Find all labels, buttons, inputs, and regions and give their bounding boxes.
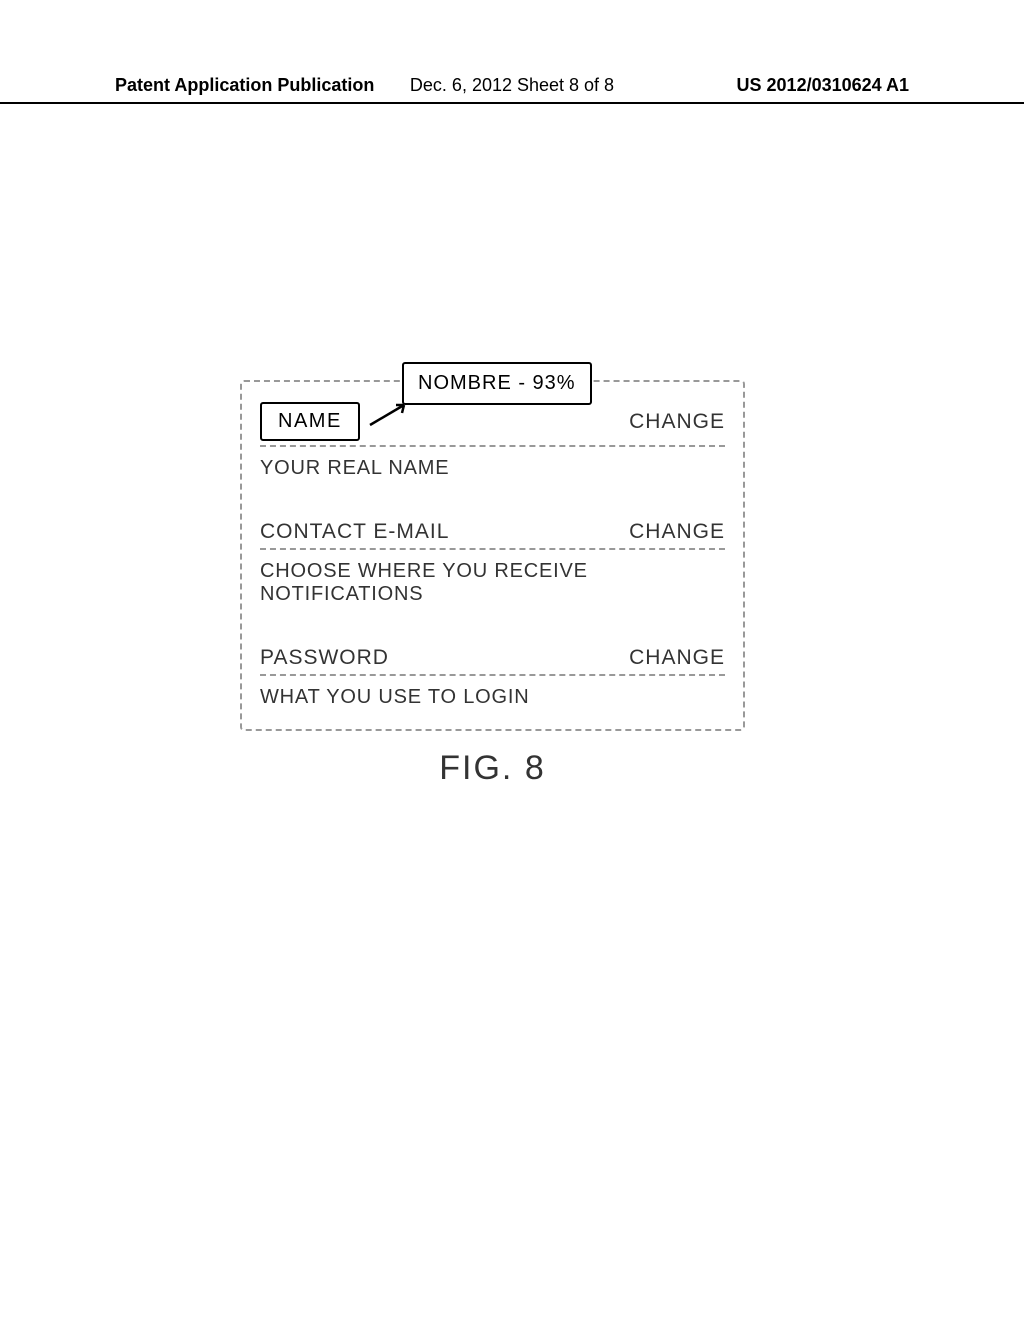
tooltip-text: NOMBRE - 93% bbox=[418, 372, 576, 394]
setting-header-password: PASSWORD CHANGE bbox=[260, 646, 725, 676]
password-label: PASSWORD bbox=[260, 646, 389, 670]
figure-caption: FIG. 8 bbox=[240, 749, 745, 788]
page-header: Patent Application Publication Dec. 6, 2… bbox=[0, 75, 1024, 104]
header-patent-number: US 2012/0310624 A1 bbox=[737, 75, 909, 96]
header-publication: Patent Application Publication bbox=[115, 75, 374, 96]
password-description: WHAT YOU USE TO LOGIN bbox=[260, 676, 725, 721]
settings-panel: NAME CHANGE YOUR REAL NAME CONTACT E-MAI… bbox=[240, 380, 745, 731]
header-date-sheet: Dec. 6, 2012 Sheet 8 of 8 bbox=[410, 75, 614, 96]
name-field-box[interactable]: NAME bbox=[260, 402, 360, 441]
name-description: YOUR REAL NAME bbox=[260, 447, 725, 512]
setting-row-password: PASSWORD CHANGE WHAT YOU USE TO LOGIN bbox=[260, 646, 725, 721]
change-link-password[interactable]: CHANGE bbox=[629, 646, 725, 670]
email-description: CHOOSE WHERE YOU RECEIVE NOTIFICATIONS bbox=[260, 550, 725, 638]
setting-header-email: CONTACT E-MAIL CHANGE bbox=[260, 520, 725, 550]
change-link-name[interactable]: CHANGE bbox=[629, 410, 725, 434]
translation-tooltip: NOMBRE - 93% bbox=[402, 362, 592, 405]
change-link-email[interactable]: CHANGE bbox=[629, 520, 725, 544]
figure-container: NOMBRE - 93% NAME CHANGE YOUR REAL NAME … bbox=[240, 380, 745, 788]
email-label: CONTACT E-MAIL bbox=[260, 520, 449, 544]
pointer-arrow-icon bbox=[368, 402, 408, 427]
setting-row-name: NAME CHANGE YOUR REAL NAME bbox=[260, 402, 725, 512]
setting-header-name: NAME CHANGE bbox=[260, 402, 725, 447]
setting-row-email: CONTACT E-MAIL CHANGE CHOOSE WHERE YOU R… bbox=[260, 520, 725, 638]
